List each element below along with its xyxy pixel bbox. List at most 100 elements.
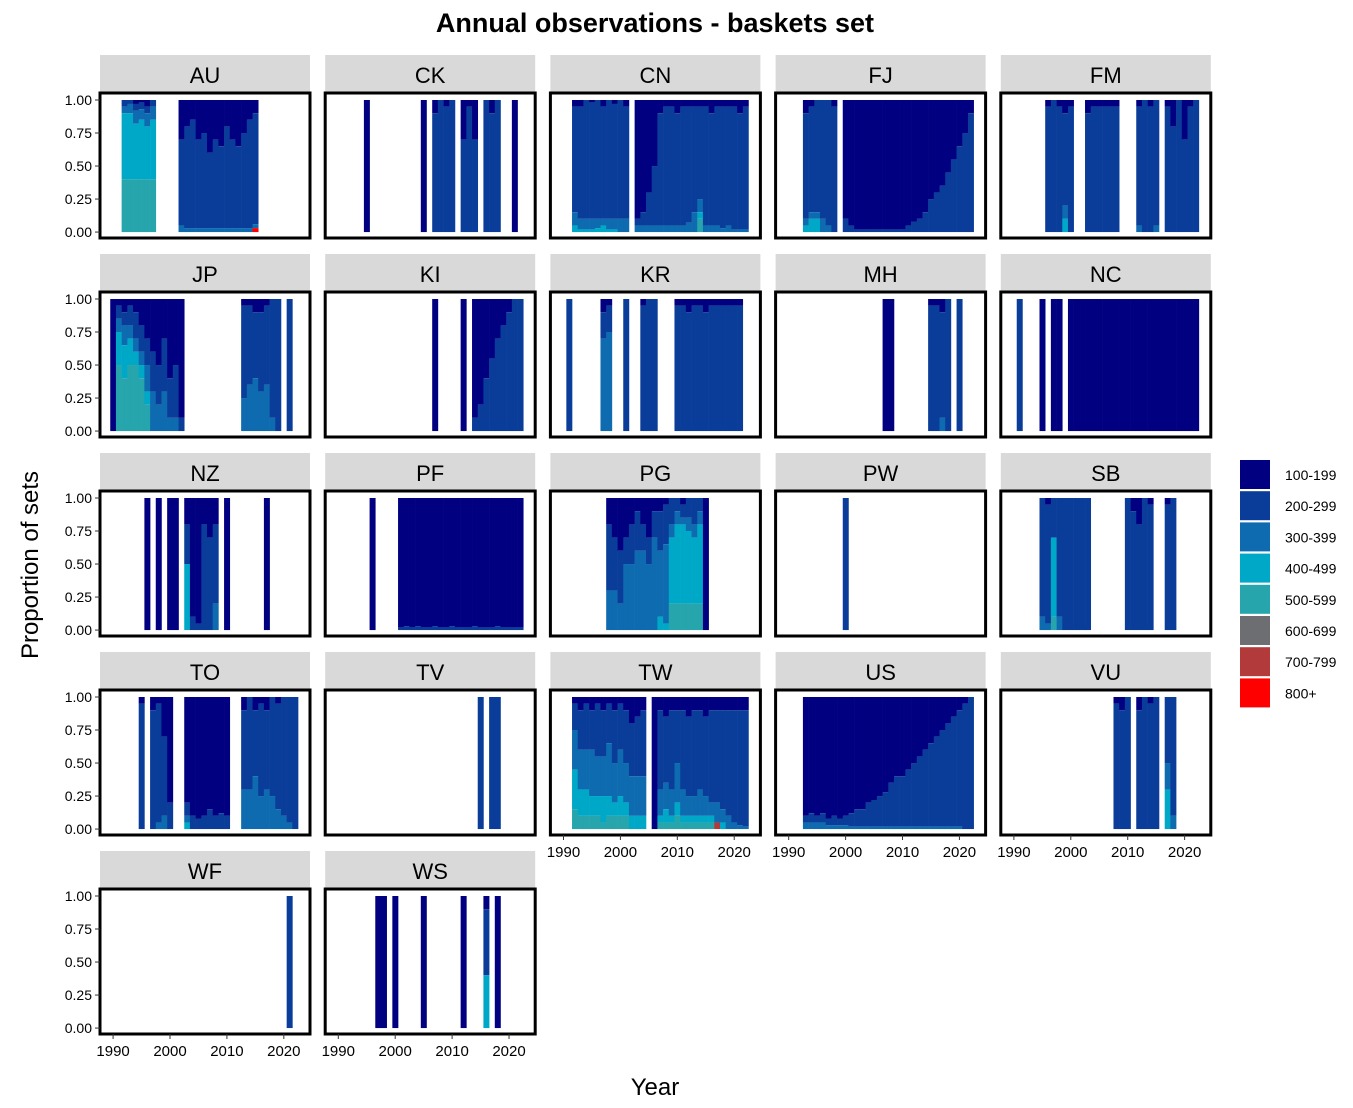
- bar-segment: [663, 809, 670, 823]
- bar-segment: [583, 815, 590, 830]
- bar-segment: [640, 497, 647, 525]
- bar-segment: [657, 511, 664, 551]
- bar-segment: [837, 696, 844, 819]
- bar-segment: [611, 815, 618, 830]
- bar-segment: [133, 298, 139, 313]
- bar-segment: [275, 703, 282, 810]
- bar-segment: [674, 497, 681, 512]
- bar-segment: [837, 818, 844, 826]
- bar-segment: [241, 789, 248, 830]
- strip-label: SB: [1091, 461, 1120, 486]
- bar-segment: [623, 696, 630, 711]
- bar-segment: [617, 696, 624, 704]
- bar-segment: [628, 723, 635, 777]
- bar-segment: [206, 497, 213, 538]
- strip-label: KR: [640, 262, 671, 287]
- bar-segment: [939, 99, 946, 186]
- bar-segment: [212, 696, 219, 816]
- bar-segment: [725, 305, 732, 432]
- bar-segment: [363, 99, 370, 233]
- bar-segment: [195, 623, 202, 631]
- bar-segment: [668, 822, 675, 830]
- bar-segment: [819, 218, 826, 233]
- bar-segment: [646, 564, 653, 631]
- bar-segment: [115, 318, 122, 333]
- bar-segment: [218, 813, 225, 830]
- bar-segment: [708, 696, 715, 711]
- bar-segment: [651, 298, 658, 432]
- bar-segment: [426, 627, 433, 631]
- bar-segment: [742, 696, 749, 711]
- bar-segment: [224, 228, 231, 233]
- bar-segment: [600, 106, 607, 219]
- bar-segment: [1056, 497, 1063, 617]
- strip: [325, 254, 536, 292]
- bar-segment: [489, 627, 496, 631]
- bar-segment: [882, 99, 889, 230]
- bar-segment: [1141, 99, 1148, 233]
- bar-segment: [1164, 106, 1171, 233]
- bar-segment: [258, 696, 265, 704]
- bar-segment: [1124, 696, 1131, 830]
- bar-segment: [511, 298, 518, 432]
- bar-segment: [589, 796, 596, 816]
- bar-segment: [133, 312, 139, 339]
- bar-segment: [945, 826, 952, 830]
- bar-segment: [477, 497, 484, 628]
- bar-segment: [606, 298, 613, 306]
- bar-segment: [224, 126, 231, 229]
- bar-segment: [831, 815, 838, 826]
- bar-segment: [167, 497, 174, 631]
- bar-segment: [212, 139, 219, 229]
- panel-border: [98, 489, 312, 638]
- strip: [550, 453, 761, 491]
- bar-segment: [1067, 298, 1074, 432]
- bar-segment: [246, 99, 253, 120]
- bar-segment: [714, 106, 721, 226]
- bar-segment: [437, 497, 444, 628]
- bar-segment: [201, 524, 208, 631]
- bar-segment: [617, 603, 624, 631]
- bar-segment: [392, 895, 399, 1029]
- bar-segment: [466, 627, 473, 631]
- bar-segment: [483, 497, 490, 628]
- bar-segment: [133, 123, 139, 180]
- bar-segment: [1062, 99, 1069, 114]
- bar-segment: [719, 696, 726, 711]
- bar-segment: [685, 222, 692, 233]
- bar-segment: [737, 298, 744, 306]
- bar-segment: [229, 228, 236, 233]
- bar-segment: [893, 776, 900, 827]
- bar-segment: [138, 99, 145, 103]
- bar-segment: [737, 825, 744, 830]
- bar-segment: [623, 815, 630, 830]
- bar-segment: [466, 99, 473, 107]
- bar-segment: [876, 796, 883, 827]
- bar-segment: [967, 696, 974, 830]
- bar-segment: [702, 312, 709, 432]
- bar-segment: [167, 696, 174, 803]
- bar-segment: [680, 305, 687, 432]
- bar-segment: [802, 113, 809, 219]
- bar-segment: [606, 229, 613, 233]
- bar-segment: [1107, 99, 1114, 107]
- bar-segment: [646, 537, 653, 565]
- bar-segment: [127, 305, 134, 326]
- bar-segment: [1164, 298, 1171, 432]
- bar-segment: [489, 358, 496, 432]
- bar-segment: [939, 185, 946, 233]
- bar-segment: [623, 537, 630, 565]
- bar-segment: [201, 228, 208, 233]
- bar-segment: [246, 228, 253, 233]
- bar-segment: [500, 298, 507, 326]
- bar-segment: [702, 298, 709, 313]
- bar-segment: [651, 537, 658, 631]
- bar-segment: [848, 696, 855, 814]
- bar-segment: [252, 228, 259, 233]
- strip: [1000, 254, 1211, 292]
- y-tick-label: 0.75: [65, 324, 92, 340]
- bar-segment: [657, 815, 664, 823]
- bar-segment: [275, 696, 282, 704]
- x-tick-label: 1990: [96, 1043, 129, 1060]
- bar-segment: [922, 749, 929, 827]
